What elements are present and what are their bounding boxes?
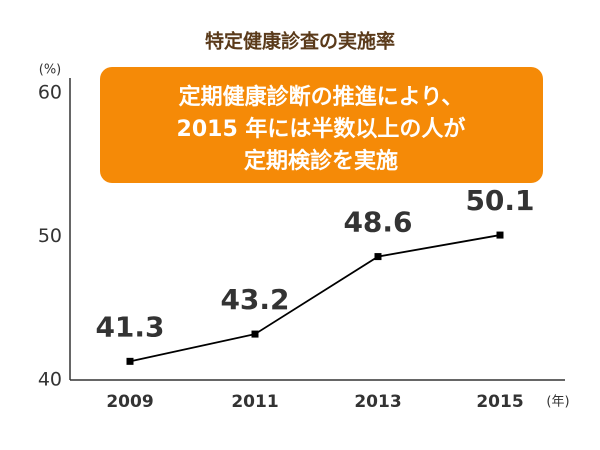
data-label: 41.3 [95,310,164,343]
x-axis-label: (年) [546,395,569,410]
data-label: 43.2 [220,283,289,316]
x-tick-label: 2015 [476,392,523,412]
annotation-box [100,67,543,183]
marker [496,231,504,239]
x-tick-label: 2009 [106,392,153,412]
line [129,234,501,363]
data-label: 50.1 [465,184,534,217]
y-axis-label: (%) [39,63,62,78]
x-tick-label: 2013 [354,392,401,412]
annotation-line: 定期検診を実施 [244,148,398,174]
marker [126,357,134,365]
annotation-line: 定期健康診断の推進により、 [179,84,464,110]
data-label: 48.6 [343,206,412,239]
x-tick-label: 2011 [231,392,278,412]
y-tick-label: 40 [38,369,62,391]
y-tick-label: 60 [38,82,62,104]
marker [251,330,259,338]
chart-title: 特定健康診査の実施率 [205,30,395,53]
y-tick-label: 50 [38,225,62,247]
marker [374,253,382,261]
annotation-line: 2015 年には半数以上の人が [177,116,466,142]
